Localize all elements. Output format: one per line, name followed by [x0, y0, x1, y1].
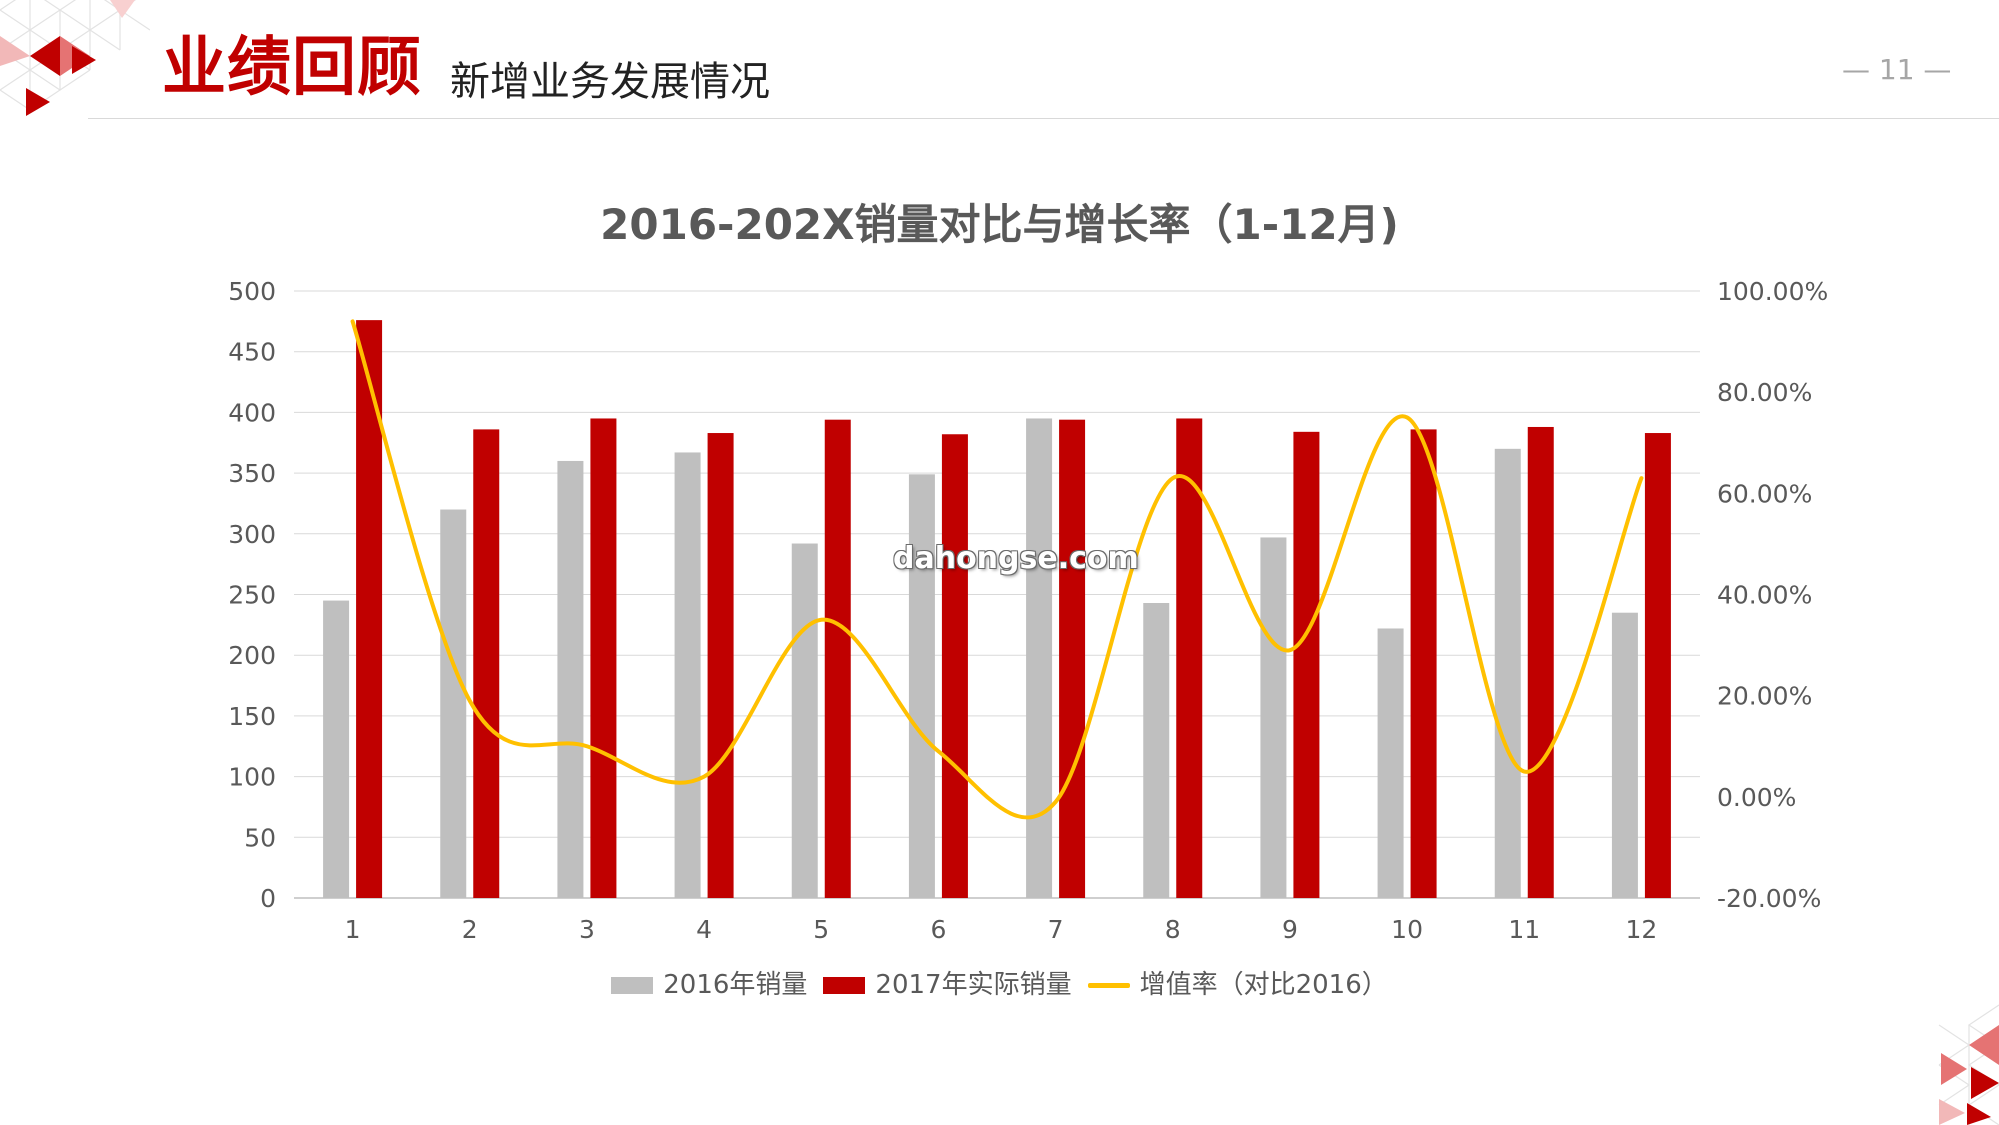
- page-number: — 11 —: [1842, 53, 1952, 86]
- bar-2017: [824, 419, 851, 898]
- legend-label-rate: 增值率（对比2016）: [1139, 970, 1388, 1000]
- gridlines: [294, 290, 1700, 899]
- left-axis-tick-label: 0: [260, 884, 276, 913]
- bar-2016: [674, 452, 701, 898]
- left-axis-tick-label: 200: [228, 641, 276, 670]
- x-axis-tick-label: 3: [579, 915, 595, 944]
- left-axis: 0 50 100 150 200 250 300 350 400 450 500: [228, 277, 276, 913]
- bar-2016: [1143, 602, 1170, 898]
- x-axis-tick-label: 2: [462, 915, 478, 944]
- left-axis-tick-label: 450: [228, 338, 276, 367]
- legend-item-2016: 2016年销量: [611, 972, 807, 998]
- bar-2017: [590, 418, 617, 898]
- bar-2016: [440, 509, 467, 898]
- growth-rate-line: [350, 319, 1644, 820]
- legend-swatch-2017: [823, 976, 866, 994]
- corner-decoration-top-left: [0, 0, 150, 116]
- right-axis-tick-label: 80.00%: [1717, 378, 1812, 407]
- x-axis: 1 2 3 4 5 6 7 8 9 10 11 12: [345, 915, 1658, 944]
- right-axis-tick-label: 0.00%: [1717, 783, 1796, 812]
- left-axis-tick-label: 250: [228, 581, 276, 610]
- right-axis: -20.00% 0.00% 20.00% 40.00% 60.00% 80.00% 100.…: [1717, 277, 1828, 913]
- left-axis-tick-label: 350: [228, 459, 276, 488]
- right-axis-tick-label: -20.00%: [1717, 884, 1821, 913]
- legend-label-2017: 2017年实际销量: [875, 970, 1072, 1000]
- right-axis-tick-label: 40.00%: [1717, 581, 1812, 610]
- x-axis-tick-label: 1: [345, 915, 361, 944]
- legend-swatch-2016: [611, 976, 654, 994]
- x-axis-tick-label: 11: [1508, 915, 1540, 944]
- bar-2016: [908, 474, 935, 898]
- watermark-text: dahongse.com: [893, 541, 1139, 576]
- bars: [323, 320, 1671, 898]
- x-axis-tick-label: 6: [930, 915, 946, 944]
- bar-2016: [1026, 418, 1053, 898]
- bar-2017: [1527, 426, 1554, 898]
- corner-decoration-bottom-right: [1938, 1004, 1999, 1125]
- bar-2017: [707, 433, 734, 898]
- page-title: 业绩回顾: [162, 31, 422, 105]
- legend-label-2016: 2016年销量: [663, 970, 808, 1000]
- bar-2017: [1410, 429, 1437, 898]
- left-axis-tick-label: 100: [228, 763, 276, 792]
- header-divider: [88, 118, 1999, 119]
- left-axis-tick-label: 150: [228, 702, 276, 731]
- bar-2017: [1293, 431, 1320, 898]
- x-axis-tick-label: 8: [1165, 915, 1181, 944]
- page-subtitle: 新增业务发展情况: [450, 59, 770, 105]
- right-axis-tick-label: 60.00%: [1717, 479, 1812, 508]
- bar-2016: [1377, 628, 1404, 898]
- chart-title: 2016-202X销量对比与增长率（1-12月): [600, 200, 1399, 249]
- x-axis-tick-label: 10: [1391, 915, 1423, 944]
- left-axis-tick-label: 400: [228, 398, 276, 427]
- bar-2017: [1644, 433, 1671, 898]
- right-axis-tick-label: 20.00%: [1717, 682, 1812, 711]
- right-axis-tick-label: 100.00%: [1717, 277, 1828, 306]
- bar-2016: [323, 600, 350, 898]
- bar-2016: [557, 460, 584, 898]
- chart-legend: 2016年销量 2017年实际销量 增值率（对比2016）: [0, 972, 1999, 998]
- legend-item-2017: 2017年实际销量: [823, 970, 1072, 1000]
- x-axis-tick-label: 5: [813, 915, 829, 944]
- bar-2016: [1611, 612, 1638, 898]
- x-axis-tick-label: 4: [696, 915, 712, 944]
- x-axis-tick-label: 7: [1048, 915, 1064, 944]
- bar-2017: [1059, 419, 1086, 898]
- bar-2016: [791, 543, 818, 898]
- growth-rate-line-path: [350, 319, 1644, 820]
- left-axis-tick-label: 300: [228, 520, 276, 549]
- left-axis-tick-label: 50: [244, 823, 276, 852]
- bar-2017: [941, 434, 968, 898]
- legend-swatch-rate: [1087, 982, 1130, 988]
- x-axis-tick-label: 9: [1282, 915, 1298, 944]
- legend-item-rate: 增值率（对比2016）: [1087, 970, 1388, 1000]
- left-axis-tick-label: 500: [228, 277, 276, 306]
- bar-2017: [1176, 418, 1203, 898]
- bar-2017: [473, 429, 500, 898]
- x-axis-tick-label: 12: [1626, 915, 1658, 944]
- bar-2016: [1260, 537, 1287, 898]
- bar-2016: [1494, 448, 1521, 898]
